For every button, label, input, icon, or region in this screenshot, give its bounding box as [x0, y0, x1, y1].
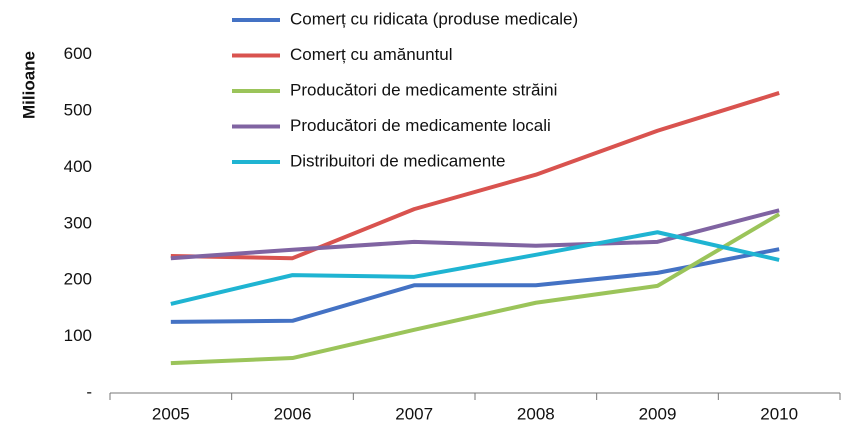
y-tick-label: 500 — [64, 100, 92, 119]
line-series — [170, 208, 780, 261]
line-series — [170, 212, 781, 366]
legend-label: Distribuitori de medicamente — [290, 151, 505, 170]
x-tick-label: 2009 — [639, 404, 677, 423]
y-axis-label: Milioane — [19, 51, 38, 119]
x-tick-label: 2005 — [152, 404, 190, 423]
legend-label: Producători de medicamente locali — [290, 116, 551, 135]
y-tick-label: 300 — [64, 213, 92, 232]
x-tick-label: 2008 — [517, 404, 555, 423]
legend-label: Comerț cu ridicata (produse medicale) — [290, 9, 578, 28]
line-series — [170, 91, 780, 261]
x-tick-label: 2007 — [395, 404, 433, 423]
legend-label: Comerț cu amănuntul — [290, 45, 453, 64]
line-series — [170, 247, 780, 324]
y-tick-label: 100 — [64, 326, 92, 345]
y-tick-label: 400 — [64, 157, 92, 176]
line-series — [170, 230, 780, 306]
legend-label: Producători de medicamente străini — [290, 80, 557, 99]
y-tick-label: 600 — [64, 44, 92, 63]
x-tick-label: 2006 — [274, 404, 312, 423]
y-tick-label: 200 — [64, 270, 92, 289]
x-tick-label: 2010 — [760, 404, 798, 423]
y-tick-label: - — [86, 382, 92, 401]
